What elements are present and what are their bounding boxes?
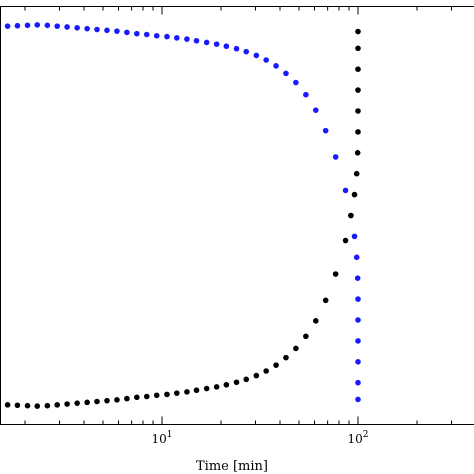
blue-data-point [153, 32, 160, 39]
blue-data-point [34, 22, 41, 28]
black-data-point [124, 395, 130, 402]
black-data-point [84, 399, 90, 406]
blue-data-point [143, 31, 150, 38]
black-data-point [4, 402, 11, 408]
black-data-point [355, 87, 361, 93]
blue-data-point [322, 127, 329, 134]
black-data-point [355, 108, 361, 114]
data-points [0, 22, 361, 409]
black-data-point [114, 397, 120, 403]
blue-data-point [164, 33, 170, 40]
blue-data-point [233, 45, 240, 52]
black-data-point [203, 385, 210, 392]
black-data-point [54, 402, 61, 408]
blue-data-point [124, 29, 130, 36]
blue-data-point [332, 154, 339, 160]
blue-data-point [4, 23, 11, 29]
black-data-point [322, 297, 329, 304]
blue-data-point [253, 52, 260, 59]
blue-data-point [213, 41, 220, 47]
black-data-point [193, 387, 200, 394]
blue-data-point [283, 70, 289, 77]
black-data-point [312, 318, 319, 324]
black-data-point [14, 402, 21, 409]
black-data-point [134, 394, 140, 401]
black-data-point [355, 66, 361, 72]
black-data-point [342, 237, 349, 244]
black-data-point [253, 372, 260, 379]
x-tick-label: 102 [347, 430, 368, 446]
blue-data-point [355, 296, 361, 302]
blue-data-point [203, 39, 210, 46]
black-data-point [351, 191, 358, 198]
black-data-point [223, 381, 230, 388]
blue-data-point [193, 37, 200, 44]
blue-data-point [351, 233, 358, 240]
black-data-point [213, 384, 220, 390]
blue-data-point [44, 22, 51, 29]
black-data-point [293, 345, 299, 352]
plot-frame [0, 6, 474, 425]
blue-data-point [243, 48, 250, 55]
black-data-point [233, 379, 240, 386]
x-axis-ticks: 101 102 [24, 6, 453, 446]
blue-data-point [24, 22, 31, 29]
x-axis-label: Time [min] [196, 459, 268, 474]
black-data-point [353, 170, 360, 177]
black-data-point [283, 354, 289, 361]
black-data-point [104, 397, 110, 404]
black-data-point [243, 376, 250, 383]
blue-data-point [184, 36, 190, 42]
blue-data-point [64, 24, 70, 30]
blue-data-point [74, 25, 80, 31]
blue-data-point [342, 187, 349, 194]
blue-data-point [355, 317, 361, 323]
blue-data-point [54, 23, 61, 29]
blue-data-point [223, 43, 230, 50]
black-data-point [143, 393, 150, 400]
black-data-point [332, 271, 339, 277]
black-data-point [303, 333, 309, 340]
black-data-point [164, 391, 170, 398]
blue-data-point [354, 275, 361, 282]
x-tick-label: 101 [151, 430, 172, 446]
blue-data-point [355, 396, 361, 403]
blue-data-point [263, 57, 269, 63]
black-data-point [64, 401, 70, 407]
black-data-point [153, 392, 160, 399]
blue-data-point [353, 254, 360, 261]
blue-data-point [134, 30, 140, 37]
black-data-point [184, 389, 190, 395]
black-data-point [355, 129, 361, 135]
black-data-point [34, 403, 41, 409]
black-data-point [174, 390, 180, 396]
blue-data-point [94, 26, 100, 33]
blue-data-point [293, 79, 299, 86]
black-data-point [355, 28, 361, 35]
blue-data-point [14, 22, 21, 29]
black-data-point [273, 362, 279, 368]
blue-data-point [114, 28, 120, 34]
blue-data-point [355, 359, 361, 365]
black-data-point [354, 150, 361, 156]
blue-data-point [273, 63, 279, 69]
black-data-point [24, 402, 31, 409]
blue-data-point [303, 91, 309, 98]
black-data-point [74, 400, 80, 406]
blue-data-point [104, 27, 110, 34]
blue-data-point [312, 107, 319, 113]
blue-data-point [355, 338, 361, 344]
blue-data-point [355, 379, 361, 386]
blue-data-point [174, 35, 180, 41]
black-data-point [348, 212, 354, 219]
black-data-point [94, 398, 100, 405]
black-data-point [44, 402, 51, 409]
blue-data-point [84, 25, 90, 32]
black-data-point [263, 368, 269, 374]
black-data-point [355, 45, 361, 52]
